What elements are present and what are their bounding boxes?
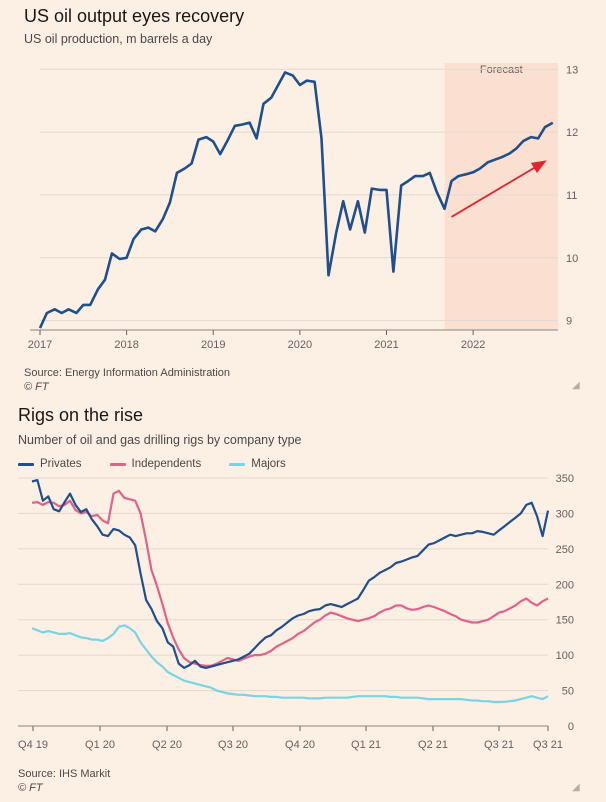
series-line-independents (31, 489, 549, 667)
x-tick-label: 2018 (114, 339, 138, 351)
resize-handle-icon[interactable]: ◢ (572, 782, 580, 793)
chart2-legend: Privates Independents Majors (18, 458, 286, 470)
series-line-privates (31, 479, 550, 669)
y-tick-label: 200 (556, 579, 574, 591)
x-tick-label: Q4 19 (18, 739, 48, 751)
y-tick-label: 50 (562, 686, 574, 698)
resize-handle-icon[interactable]: ◢ (572, 380, 580, 391)
chart1-plot: Forecast 9 10 11 12 13 2017 2018 2019 2020 2021 202… (28, 63, 578, 351)
chart2-title: Rigs on the rise (18, 405, 144, 425)
legend-swatch-independents (109, 462, 126, 466)
chart2-source: Source: IHS Markit (18, 768, 111, 780)
series-line-0 (38, 71, 554, 329)
y-tick-label: 150 (556, 615, 574, 627)
chart2-plot: 0 50 100 150 200 250 300 350 Q4 19 Q1 20 Q2 20 Q3 2… (18, 473, 574, 751)
y-tick-label: 9 (566, 316, 572, 328)
chart1-credit: © FT (24, 381, 49, 393)
forecast-arrow (450, 165, 538, 218)
forecast-arrow-head (530, 160, 547, 174)
legend-item-majors: Majors (229, 458, 286, 470)
x-tick-label: 2020 (288, 339, 312, 351)
x-tick-label: 2019 (201, 339, 225, 351)
x-tick-label: Q1 20 (85, 739, 115, 751)
forecast-region (444, 63, 558, 330)
x-tick-label: Q2 21 (418, 739, 448, 751)
y-tick-label: 350 (556, 473, 574, 485)
legend-label-independents: Independents (131, 458, 202, 470)
legend-item-privates: Privates (18, 458, 82, 470)
legend-item-independents: Independents (109, 458, 202, 470)
y-tick-label: 12 (566, 127, 578, 139)
forecast-label: Forecast (480, 64, 523, 76)
chart2-subtitle: Number of oil and gas drilling rigs by c… (18, 433, 302, 447)
x-tick-label: Q4 20 (285, 739, 315, 751)
x-tick-label: Q3 20 (218, 739, 248, 751)
chart1-title: US oil output eyes recovery (24, 6, 245, 26)
y-tick-label: 300 (556, 508, 574, 520)
x-tick-label: 2022 (461, 339, 485, 351)
x-tick-label: Q3 21 (484, 739, 514, 751)
x-tick-label: 2017 (28, 339, 52, 351)
y-tick-label: 0 (568, 721, 574, 733)
x-tick-label: Q1 21 (351, 739, 381, 751)
legend-label-privates: Privates (40, 458, 82, 470)
y-tick-label: 11 (566, 190, 577, 202)
legend-label-majors: Majors (251, 458, 286, 470)
y-tick-label: 100 (556, 650, 574, 662)
legend-swatch-majors (229, 462, 246, 466)
x-tick-label: Q3 21 (533, 739, 563, 751)
x-tick-label: 2021 (374, 339, 398, 351)
legend-swatch-privates (18, 462, 34, 466)
chart1-subtitle: US oil production, m barrels a day (24, 32, 213, 46)
y-tick-label: 250 (556, 544, 574, 556)
x-tick-label: Q2 20 (152, 739, 182, 751)
y-tick-label: 10 (566, 253, 578, 265)
series-line-majors (31, 624, 549, 703)
chart1-source: Source: Energy Information Administratio… (24, 367, 231, 379)
chart2-credit: © FT (18, 782, 43, 794)
y-tick-label: 13 (566, 64, 578, 76)
